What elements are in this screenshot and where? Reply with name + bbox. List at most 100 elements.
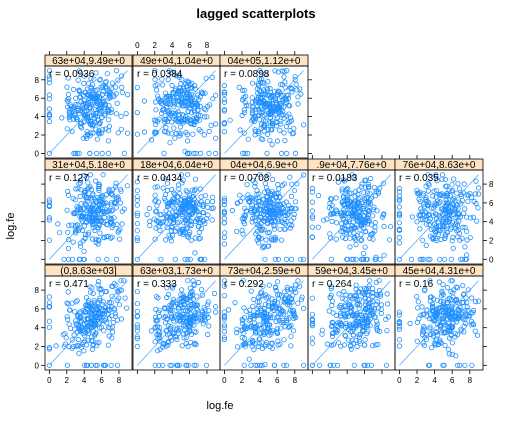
data-point — [221, 99, 227, 105]
data-point — [449, 325, 455, 331]
data-point — [365, 181, 371, 187]
data-point — [361, 342, 368, 348]
data-point — [192, 250, 198, 256]
data-point — [206, 323, 212, 329]
data-point — [291, 315, 297, 321]
data-point — [154, 184, 160, 190]
panel-strip-label: .9e+04,7.76e+0 — [316, 160, 387, 171]
data-point — [241, 315, 247, 321]
data-point — [87, 218, 93, 224]
data-point — [431, 213, 437, 219]
data-point — [341, 288, 347, 295]
data-point — [93, 305, 100, 311]
data-point — [115, 196, 122, 202]
data-point — [175, 182, 182, 188]
data-point — [174, 362, 181, 368]
data-point — [475, 205, 481, 211]
tick-label: 8 — [205, 41, 210, 50]
data-point — [83, 232, 89, 238]
data-point — [422, 209, 428, 215]
data-point — [295, 278, 301, 284]
data-point — [115, 130, 121, 136]
data-point — [210, 96, 216, 102]
data-point — [347, 324, 354, 330]
data-point — [361, 226, 367, 232]
data-point — [248, 288, 254, 294]
data-point — [435, 341, 441, 348]
data-point — [221, 82, 227, 89]
data-point — [396, 234, 402, 240]
data-point — [80, 331, 87, 337]
data-point — [193, 199, 199, 205]
data-point — [339, 188, 345, 194]
data-point — [167, 362, 173, 368]
data-point — [269, 211, 275, 217]
data-point — [342, 314, 348, 320]
data-point — [177, 191, 183, 197]
data-point — [265, 131, 271, 137]
data-point — [89, 214, 95, 220]
data-point — [190, 278, 196, 284]
data-point — [110, 319, 117, 326]
panel: 63e+04,9.49e+0r = 0.0936 — [44, 54, 133, 159]
data-point — [293, 289, 299, 295]
data-point — [441, 256, 448, 262]
data-point — [349, 209, 356, 216]
data-point — [470, 321, 477, 328]
data-point — [439, 290, 445, 296]
data-point — [315, 224, 321, 230]
data-point — [276, 219, 282, 225]
data-point — [75, 322, 81, 328]
data-point — [465, 307, 471, 313]
data-point — [396, 324, 402, 330]
data-point — [385, 314, 391, 320]
data-point — [414, 338, 420, 344]
data-point — [155, 348, 161, 354]
data-point — [381, 252, 387, 258]
data-point — [99, 206, 105, 212]
data-point — [94, 136, 100, 142]
data-point — [456, 230, 462, 236]
data-point — [294, 181, 300, 187]
panel-points — [134, 68, 219, 156]
data-point — [461, 329, 467, 335]
data-point — [169, 119, 175, 125]
data-point — [447, 314, 453, 320]
data-point — [396, 198, 402, 204]
data-point — [89, 99, 95, 105]
data-point — [256, 207, 263, 213]
data-point — [269, 340, 275, 346]
data-point — [378, 310, 384, 316]
data-point — [93, 322, 99, 328]
data-point — [273, 194, 280, 200]
data-point — [159, 76, 165, 82]
data-point — [370, 213, 376, 219]
data-point — [69, 337, 75, 343]
data-point — [328, 256, 334, 262]
data-point — [65, 91, 72, 98]
data-point — [447, 328, 453, 334]
data-point — [319, 331, 325, 337]
data-point — [430, 333, 436, 339]
reference-line — [399, 174, 479, 260]
data-point — [457, 304, 463, 310]
data-point — [252, 183, 258, 189]
data-point — [423, 210, 429, 216]
tick-label: 8 — [468, 376, 473, 385]
data-point — [309, 234, 315, 240]
data-point — [240, 87, 246, 94]
data-point — [271, 223, 277, 229]
data-point — [117, 236, 123, 242]
data-point — [77, 94, 83, 100]
data-point — [361, 190, 367, 196]
tick-label: 2 — [240, 376, 245, 385]
data-point — [221, 324, 227, 330]
data-point — [162, 96, 168, 102]
data-point — [369, 342, 376, 349]
data-point — [83, 362, 90, 368]
data-point — [191, 109, 198, 115]
panel-r-label: r = 0.0936 — [49, 69, 95, 80]
data-point — [236, 84, 242, 91]
data-point — [146, 205, 152, 211]
